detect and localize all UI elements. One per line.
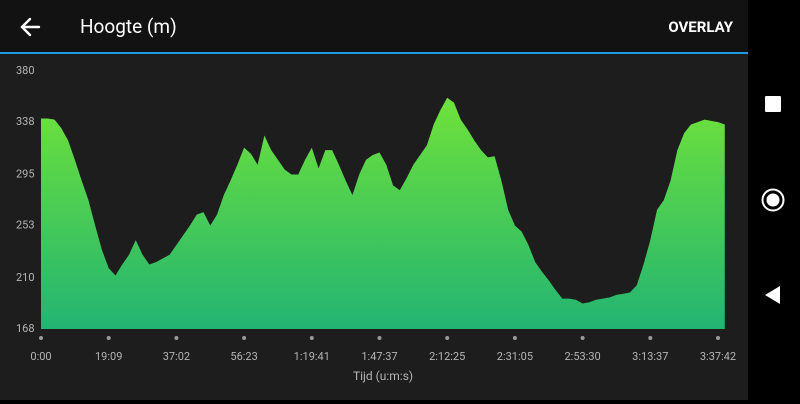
x-tick-label: 2:31:05 <box>497 350 533 363</box>
x-tick-label: 1:19:41 <box>294 350 330 363</box>
x-tick-dot <box>309 336 314 340</box>
app-bar-divider <box>0 52 748 54</box>
y-tick-label: 253 <box>16 218 35 231</box>
x-tick-dot <box>377 336 382 340</box>
back-button[interactable] <box>20 17 41 37</box>
x-tick-label: 1:47:37 <box>361 350 397 363</box>
screen-title: Hoogte (m) <box>80 15 177 38</box>
app-bar <box>0 0 748 52</box>
y-tick-label: 338 <box>16 115 35 128</box>
x-axis-title: Tijd (u:m:s) <box>353 369 413 383</box>
x-tick-dot <box>716 336 720 340</box>
elevation-area <box>41 97 725 329</box>
y-tick-label: 295 <box>16 167 35 180</box>
back-nav-button[interactable] <box>765 286 780 304</box>
x-tick-dot <box>242 336 247 340</box>
x-tick-dot <box>106 336 111 340</box>
x-tick-label: 37:02 <box>163 350 190 363</box>
x-tick-dot <box>512 336 517 340</box>
recents-button[interactable] <box>765 96 781 112</box>
x-tick-label: 2:12:25 <box>429 350 465 363</box>
x-tick-label: 19:09 <box>95 350 122 363</box>
x-tick-dot <box>445 336 450 340</box>
x-tick-label: 0:00 <box>30 350 51 363</box>
x-tick-dot <box>648 336 653 340</box>
x-tick-dot <box>174 336 179 340</box>
x-tick-dot <box>39 336 43 340</box>
x-tick-label: 3:13:37 <box>632 350 668 363</box>
x-tick-dot <box>580 336 585 340</box>
y-tick-label: 380 <box>16 64 35 77</box>
x-tick-label: 2:53:30 <box>564 350 600 363</box>
y-tick-label: 168 <box>16 322 35 335</box>
x-tick-label: 56:23 <box>230 350 257 363</box>
home-button[interactable] <box>761 188 785 212</box>
y-tick-label: 210 <box>16 271 35 284</box>
overlay-button[interactable]: OVERLAY <box>668 18 733 36</box>
x-tick-label: 3:37:42 <box>700 350 736 363</box>
